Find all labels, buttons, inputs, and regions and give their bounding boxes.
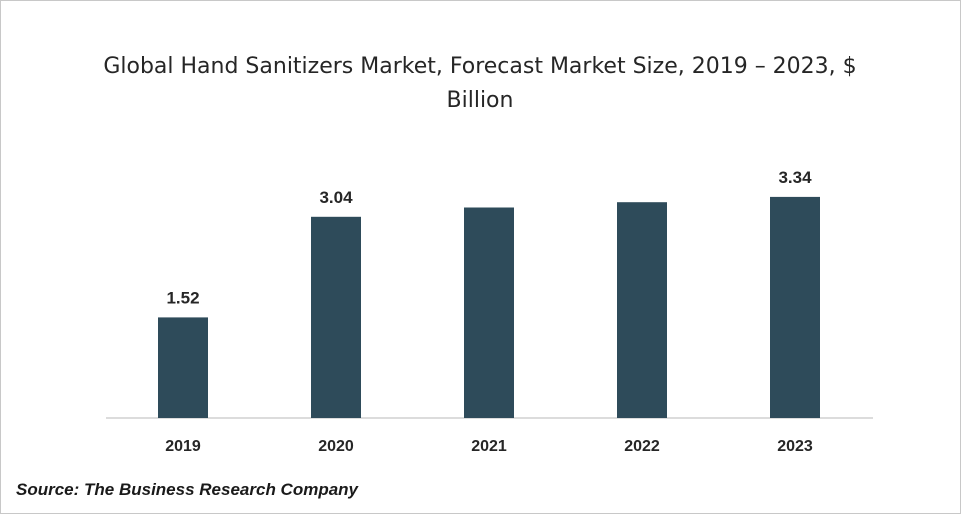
x-tick-label-2023: 2023 (777, 438, 813, 455)
data-label-2023: 3.34 (778, 168, 812, 187)
x-tick-label-2022: 2022 (624, 438, 660, 455)
x-tick-group: 2019 2020 2021 2022 2023 (165, 438, 813, 455)
x-tick-label-2020: 2020 (318, 438, 354, 455)
chart-title: Global Hand Sanitizers Market, Forecast … (103, 54, 857, 113)
bar-2023 (770, 196, 820, 418)
bar-2019 (158, 317, 208, 418)
bar-2022 (617, 202, 667, 418)
data-label-group: 1.52 3.04 3.34 (166, 168, 812, 308)
x-tick-label-2021: 2021 (471, 438, 507, 455)
data-label-2020: 3.04 (319, 188, 353, 207)
bar-2021 (464, 207, 514, 418)
source-note: Source: The Business Research Company (16, 480, 359, 499)
x-tick-label-2019: 2019 (165, 438, 201, 455)
data-label-2019: 1.52 (166, 288, 199, 307)
bar-2020 (311, 216, 361, 418)
bar-group (158, 196, 820, 418)
